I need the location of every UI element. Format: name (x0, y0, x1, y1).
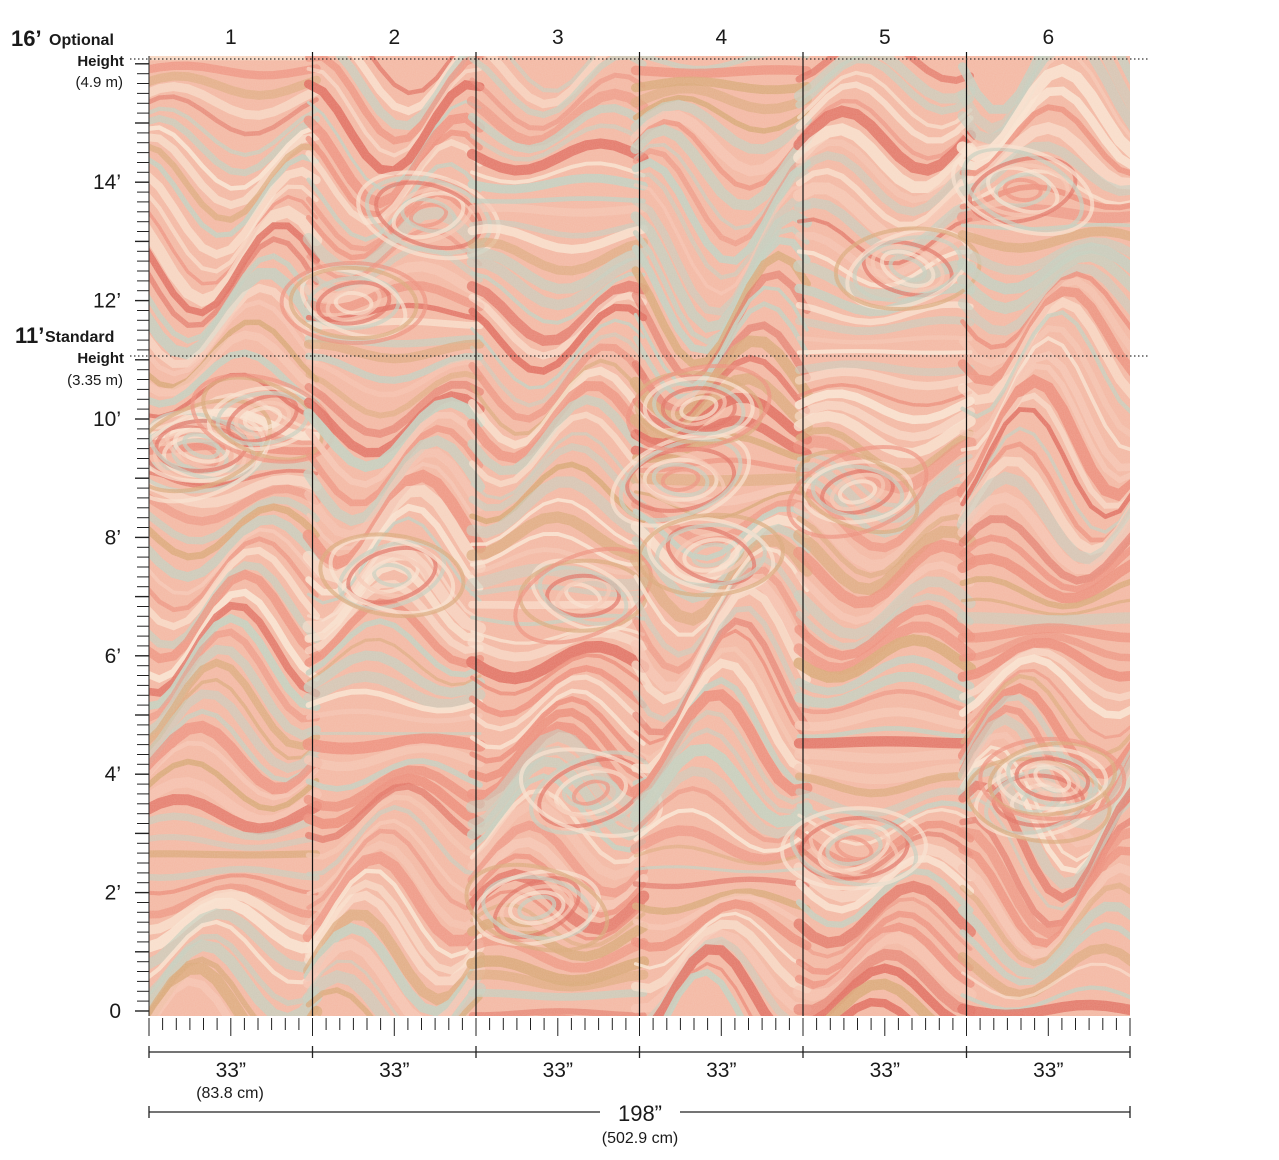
standard-height-metric: (3.35 m) (67, 372, 123, 389)
vertical-scale-label: 4’ (105, 763, 121, 786)
standard-height-value: 11’ (15, 323, 44, 348)
vertical-height-ruler (135, 56, 150, 1016)
optional-height-label: 16’ Optional Height (4.9 m) (11, 26, 124, 91)
horizontal-width-ruler (148, 1018, 1131, 1036)
standard-height-word: Standard (45, 329, 114, 346)
panel-number-3: 3 (552, 26, 564, 49)
vertical-scale-label: 8’ (105, 526, 121, 549)
panel-number-labels: 1 2 3 4 5 6 (225, 26, 1054, 49)
total-width-value: 198” (618, 1101, 662, 1126)
panel-number-4: 4 (715, 26, 727, 49)
panel-number-5: 5 (879, 26, 891, 49)
vertical-scale-label: 10’ (93, 408, 121, 431)
optional-height-word2: Height (77, 53, 124, 70)
vertical-scale-labels: 0 2’ 4’ 6’ 8’ 10’ 12’ 14’ (93, 171, 121, 1023)
panel-width-label-5: 33” (870, 1059, 900, 1082)
marble-pattern-artwork (149, 56, 1130, 1016)
panel-dividers (311, 52, 968, 1016)
vertical-scale-label: 6’ (105, 645, 121, 668)
total-width-dimension: 198” (502.9 cm) (148, 1101, 1131, 1147)
panel-width-label-2: 33” (379, 1059, 409, 1082)
panel-width-dimensions: 33” 33” 33” 33” 33” 33” (148, 1046, 1131, 1082)
panel-width-label-6: 33” (1033, 1059, 1063, 1082)
optional-height-metric: (4.9 m) (75, 74, 123, 91)
optional-height-value: 16’ (11, 26, 42, 51)
vertical-scale-label: 2’ (105, 882, 121, 905)
vertical-scale-label: 12’ (93, 290, 121, 313)
optional-height-word: Optional (49, 32, 114, 49)
panel-width-label-3: 33” (543, 1059, 573, 1082)
panel-width-metric: (83.8 cm) (196, 1085, 264, 1102)
vertical-scale-label: 0 (109, 1000, 121, 1023)
panel-width-label-4: 33” (706, 1059, 736, 1082)
standard-height-word2: Height (77, 350, 124, 367)
vertical-scale-label: 14’ (93, 171, 121, 194)
total-width-metric: (502.9 cm) (602, 1130, 678, 1147)
standard-height-label: 11’ Standard Height (3.35 m) (15, 323, 124, 389)
panel-number-6: 6 (1042, 26, 1054, 49)
panel-number-1: 1 (225, 26, 237, 49)
panel-width-label-1: 33” (216, 1059, 246, 1082)
panel-number-2: 2 (388, 26, 400, 49)
